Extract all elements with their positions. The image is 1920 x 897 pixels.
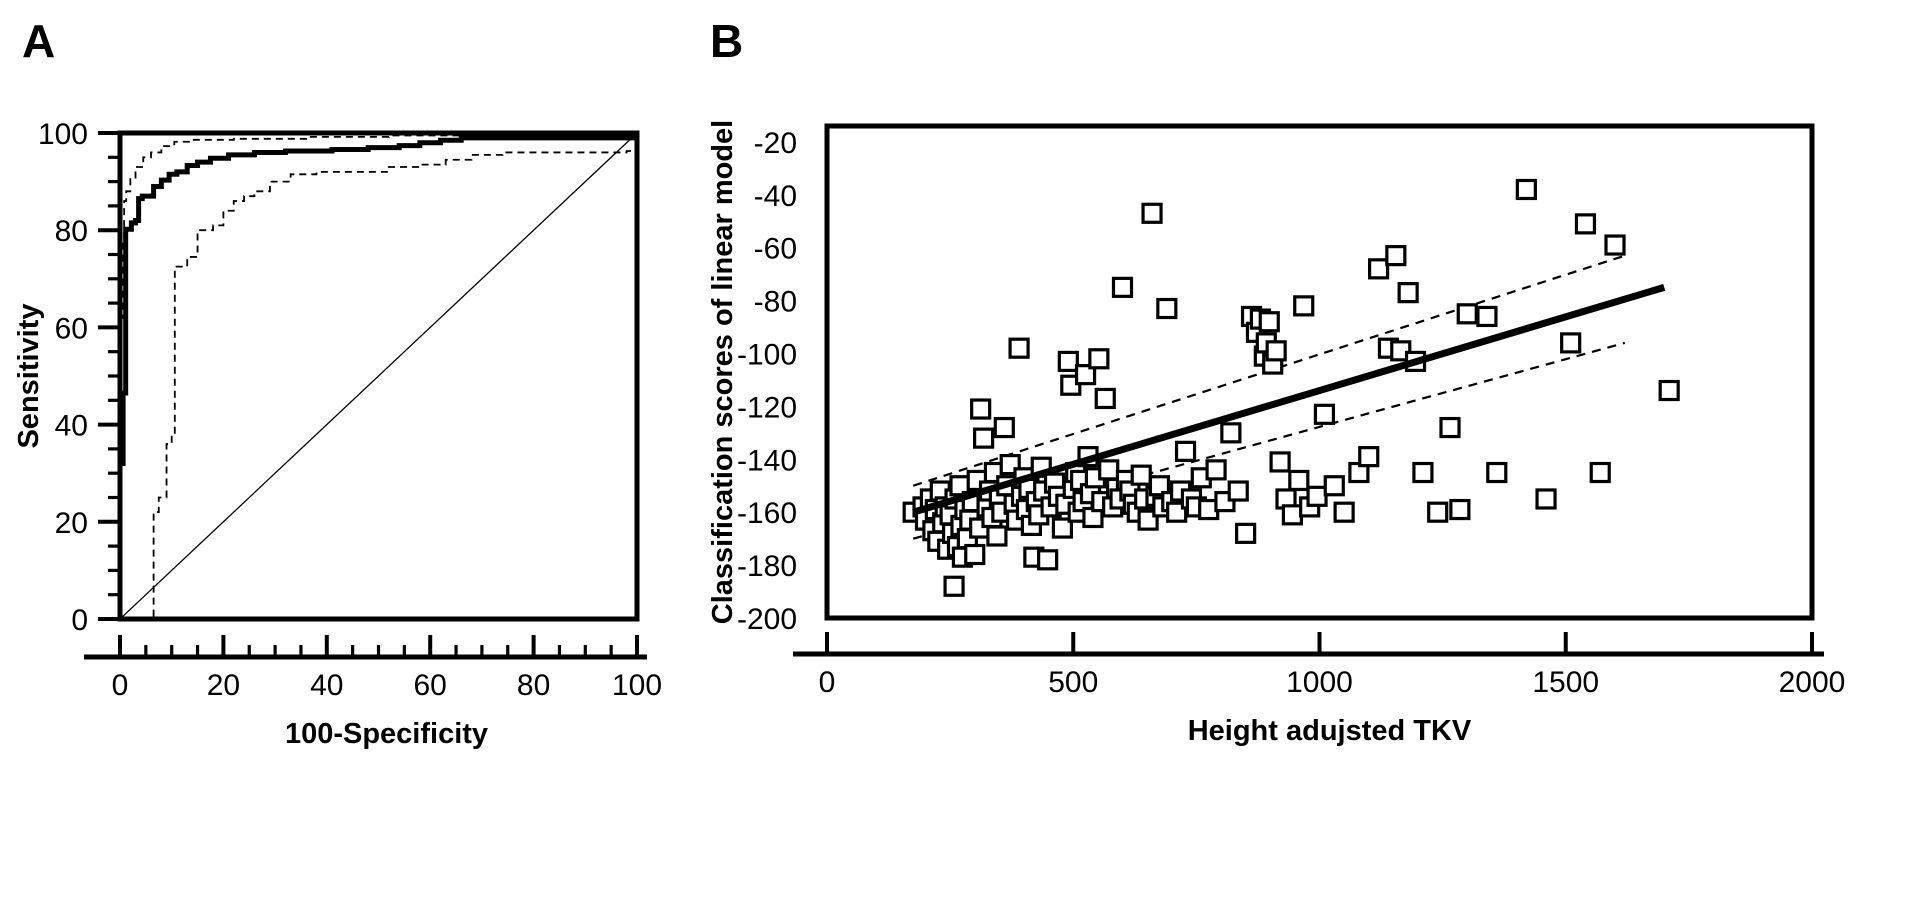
y-tick-label: -140 [737, 444, 797, 477]
x-axis-title: Height adujsted TKV [1188, 715, 1472, 747]
y-axis-title: Sensitivity [13, 303, 45, 448]
data-point-marker [943, 575, 965, 597]
data-point-marker [1037, 549, 1059, 571]
y-tick-label: 20 [55, 507, 88, 540]
data-point-marker [1220, 422, 1242, 444]
data-point-marker [1098, 459, 1120, 481]
data-point-marker [970, 398, 992, 420]
y-tick-label: -60 [754, 233, 797, 266]
panel-b-letter: B [710, 15, 744, 67]
x-tick-label: 500 [1048, 666, 1098, 699]
y-tick-label: -100 [737, 338, 797, 371]
x-tick-label: 80 [517, 669, 550, 702]
x-tick-label: 1500 [1532, 666, 1599, 699]
panel-a-letter: A [22, 15, 56, 67]
regression-line [912, 284, 1666, 516]
plot-frame [824, 123, 1815, 621]
y-tick-label: 80 [55, 215, 88, 248]
y-tick-label: 0 [71, 604, 88, 637]
panel-a: A 0 20 40 60 80 100 0 20 40 60 80 100 100-Specificit… [0, 0, 700, 897]
data-point-marker [1288, 469, 1310, 492]
y-tick-label: -40 [754, 180, 797, 213]
data-point-marker [1148, 475, 1171, 497]
data-point-marker [1560, 332, 1582, 354]
data-point-marker [1367, 258, 1390, 280]
data-point-marker [1281, 504, 1304, 526]
y-tick-label: -160 [737, 497, 797, 530]
x-axis-title: 100-Specificity [285, 718, 488, 750]
y-tick-label: -180 [737, 550, 797, 583]
data-point-marker [986, 525, 1008, 547]
data-point-marker [1397, 282, 1419, 304]
data-point-marker [1427, 501, 1449, 523]
y-tick-label: 100 [38, 118, 88, 151]
data-point-marker [1156, 297, 1178, 320]
data-point-marker [1515, 178, 1537, 201]
data-point-marker [1456, 303, 1478, 325]
y-tick-label: -120 [737, 391, 797, 424]
data-point-marker [1658, 379, 1680, 402]
data-point-marker [1323, 475, 1345, 497]
data-point-marker [1008, 337, 1030, 359]
data-point-marker [1265, 340, 1287, 362]
series-group [902, 178, 1680, 597]
data-point-marker [1141, 202, 1163, 224]
data-point-marker [1439, 416, 1461, 439]
data-point-marker [1306, 485, 1328, 507]
scatter-chart: -20 -40 -60 -80 -100 -120 -140 -160 -180 -200 0 500… [707, 120, 1846, 747]
data-point-marker [1333, 501, 1355, 523]
data-point-marker [1235, 522, 1257, 544]
x-tick-label: 100 [612, 669, 662, 702]
data-point-marker [1574, 213, 1597, 235]
data-point-marker [1111, 276, 1134, 298]
data-point-marker [1227, 480, 1249, 502]
y-tick-label: 40 [55, 410, 88, 443]
panel-b: B -20 -40 -60 -80 -100 -120 -140 -160 -180 -200 0 5… [700, 0, 1920, 897]
data-point-marker [1412, 461, 1434, 484]
data-point-marker [1269, 451, 1291, 473]
y-axis-title: Classification scores of linear model [707, 120, 739, 624]
x-tick-label: 40 [310, 669, 343, 702]
roc-series-3 [120, 133, 637, 619]
ci-lower-band [912, 341, 1626, 540]
data-point-marker [1258, 311, 1280, 333]
roc-series-4 [120, 133, 637, 619]
x-tick-label: 0 [112, 669, 129, 702]
data-point-marker [1293, 295, 1315, 317]
data-point-marker [1074, 364, 1097, 386]
data-point-marker [1094, 387, 1116, 410]
data-point-marker [1486, 461, 1508, 484]
x-tick-label: 0 [819, 666, 836, 699]
data-point-marker [993, 416, 1015, 439]
data-point-marker [973, 427, 995, 449]
data-point-marker [1174, 440, 1197, 462]
y-tick-label: -200 [737, 603, 797, 636]
data-point-marker [1604, 234, 1626, 256]
data-point-marker [1130, 464, 1152, 486]
roc-series-1 [120, 133, 637, 619]
data-point-marker [1313, 403, 1336, 425]
data-point-marker [1589, 461, 1611, 484]
series-group [120, 133, 637, 619]
roc-series-2 [120, 133, 637, 619]
data-point-marker [1476, 305, 1498, 328]
y-tick-label: -80 [754, 286, 797, 319]
data-point-marker [1051, 517, 1074, 539]
x-tick-label: 1000 [1286, 666, 1353, 699]
x-tick-label: 20 [207, 669, 240, 702]
data-point-marker [1449, 498, 1471, 521]
data-point-marker [1385, 245, 1407, 267]
x-tick-label: 60 [414, 669, 447, 702]
x-tick-label: 2000 [1779, 666, 1846, 699]
data-point-marker [1205, 459, 1227, 481]
data-point-marker [964, 543, 986, 566]
data-point-marker [1535, 488, 1557, 510]
data-point-marker [1088, 348, 1110, 370]
y-tick-label: -20 [754, 127, 797, 160]
data-point-marker [1057, 350, 1079, 373]
data-point-marker [1358, 446, 1380, 468]
roc-chart: 0 20 40 60 80 100 0 20 40 60 80 100 100-Specificity S… [13, 118, 662, 750]
y-tick-label: 60 [55, 312, 88, 345]
